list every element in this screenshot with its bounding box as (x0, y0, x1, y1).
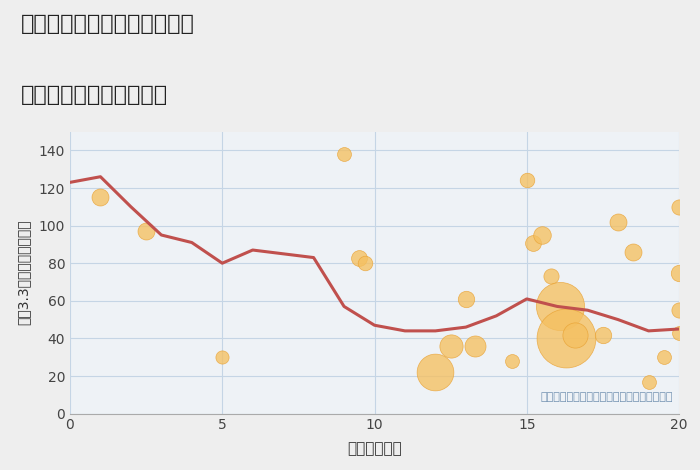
Point (673, 269, 685, 276)
Point (628, 248, 639, 256)
Point (430, 368, 441, 376)
Point (673, 329, 685, 337)
Y-axis label: 坪（3.3㎡）単価（万円）: 坪（3.3㎡）単価（万円） (16, 220, 30, 325)
Text: 大阪府泉南郡熊取町小垣内の: 大阪府泉南郡熊取町小垣内の (21, 14, 195, 34)
X-axis label: 駅距離（分）: 駅距離（分） (347, 441, 402, 456)
Point (141, 227, 152, 235)
Point (445, 342, 456, 350)
Point (673, 306, 685, 314)
Point (506, 357, 517, 365)
Point (536, 231, 547, 239)
Point (570, 331, 581, 338)
Text: 円の大きさは、取引のあった物件面積を示す: 円の大きさは、取引のあった物件面積を示す (540, 392, 673, 402)
Point (597, 331, 608, 338)
Point (339, 150, 350, 158)
Point (354, 254, 365, 261)
Point (561, 335, 572, 342)
Point (673, 203, 685, 211)
Point (612, 218, 624, 226)
Point (217, 353, 228, 361)
Text: 駅距離別中古戸建て価格: 駅距離別中古戸建て価格 (21, 85, 168, 105)
Point (554, 303, 566, 310)
Point (95, 194, 106, 201)
Point (658, 353, 669, 361)
Point (360, 259, 371, 267)
Point (527, 239, 538, 246)
Point (470, 342, 481, 350)
Point (643, 378, 655, 385)
Point (545, 273, 557, 280)
Point (461, 295, 472, 303)
Point (521, 177, 532, 184)
